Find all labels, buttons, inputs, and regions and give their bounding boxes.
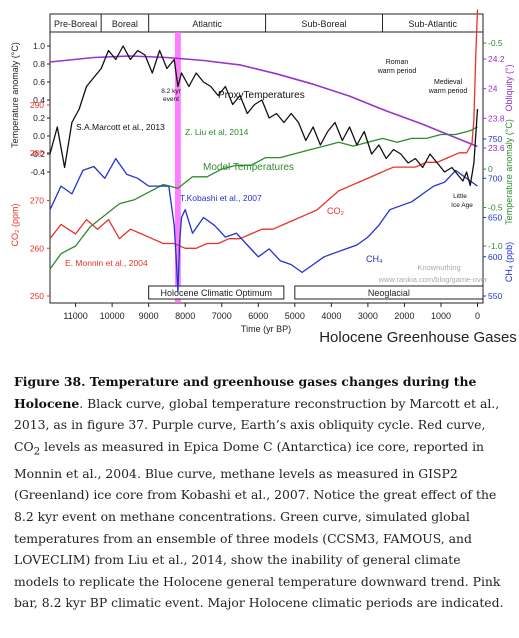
temp-tick-label: -0.2 [30, 149, 45, 159]
series-line-proxytemperatures [49, 45, 479, 187]
temp-tick-label: 0.0 [33, 131, 45, 141]
annotation-text: www.rankia.com/blog/game-over [378, 275, 488, 284]
label-kobashi: T.Kobashi et al., 2007 [180, 193, 262, 203]
co2-axis-label: CO₂ (ppm) [10, 204, 20, 247]
label-proxy-temperatures: ProxyTemperatures [218, 90, 305, 101]
caption-body-2: levels as measured in Epica Dome C (Anta… [14, 438, 504, 611]
x-tick-label: 2000 [394, 311, 414, 321]
figure-caption: Figure 38. Temperature and greenhouse ga… [14, 371, 508, 614]
x-tick-label: 9000 [139, 311, 159, 321]
label-model-temperatures: Model Temperatures [203, 162, 294, 173]
ch4-tick-label: 700 [488, 173, 502, 183]
ch4-tick-label: 550 [488, 291, 502, 301]
co2-tick-label: 250 [30, 291, 44, 301]
annotation-text: 8.2 kyr [161, 88, 181, 95]
obliquity-tick-label: 23.8 [488, 113, 505, 123]
obliquity-tick-label: 23.6 [488, 143, 505, 153]
x-tick-label: 5000 [285, 311, 305, 321]
annotation-text: Little [453, 193, 467, 200]
series-line-model-temperatures [49, 126, 478, 270]
x-tick-label: 6000 [248, 311, 268, 321]
caption-title: Figure 38. Temperature and greenhouse ga… [14, 374, 477, 411]
temp-axis-label: Temperature anomaly (°C) [10, 42, 20, 148]
series-line-ch [49, 157, 478, 293]
obliquity-tick-label: 24 [488, 84, 498, 94]
chart-title: Holocene Greenhouse Gases [319, 329, 517, 346]
x-tick-label: 4000 [321, 311, 341, 321]
event-band [174, 32, 181, 303]
annotation-text: Ice Age [451, 202, 473, 209]
annotation-text: Knownuthing [417, 263, 460, 272]
ch4-tick-label: 600 [488, 252, 502, 262]
label-co2: CO₂ [327, 206, 345, 216]
temp-tick-label: -0.4 [30, 167, 45, 177]
period-label: Sub-Boreal [302, 19, 347, 29]
caption-body-1: . Black curve, global temperature recons… [14, 395, 500, 454]
period-label: Sub-Atlantic [408, 19, 457, 29]
climatic-period-label: Holocene Climatic Optimum [160, 288, 272, 298]
ch4-tick-label: 750 [488, 134, 502, 144]
x-tick-label: 0 [475, 311, 480, 321]
co2-tick-label: 290 [30, 100, 44, 110]
series-line-obliquity [49, 55, 478, 148]
caption-co2-subscript: 2 [33, 445, 41, 458]
x-tick-label: 8000 [175, 311, 195, 321]
label-liu: Z. Liu et al, 2014 [185, 127, 249, 137]
temp-tick-label: 0.2 [33, 113, 45, 123]
climatic-period-bar [294, 285, 484, 300]
obliquity-tick-label: 24.2 [488, 54, 505, 64]
plot-frame [49, 31, 484, 304]
period-label: Boreal [112, 19, 138, 29]
x-tick-label: 10000 [100, 311, 125, 321]
period-label: Pre-Boreal [54, 19, 97, 29]
ch4-axis-label: CH₄ (ppb) [504, 242, 514, 282]
annotation-text: event [163, 96, 179, 103]
co2-tick-label: 280 [30, 148, 44, 158]
co2-tick-label: 270 [30, 196, 44, 206]
label-marcott: S.A.Marcott et al., 2013 [76, 122, 165, 132]
x-axis-label: Time (yr BP) [241, 324, 291, 334]
model-temp-tick-label: -1.0 [488, 241, 503, 251]
climatic-period-bar [148, 285, 285, 300]
temp-tick-label: 1.0 [33, 41, 45, 51]
temp-tick-label: 0.4 [33, 95, 45, 105]
x-tick-label: 7000 [212, 311, 232, 321]
label-ch4: CH₄ [366, 254, 383, 264]
climatic-period-label: Neoglacial [368, 288, 410, 298]
annotation-text: Medieval [434, 79, 462, 86]
model-temp-axis-label: Temperature anomaly (°C) [504, 119, 514, 225]
temp-tick-label: 0.6 [33, 77, 45, 87]
period-label: Atlantic [192, 19, 222, 29]
annotation-text: warm period [428, 88, 468, 95]
x-tick-label: 3000 [358, 311, 378, 321]
model-temp-tick-label: -0.5 [488, 203, 503, 213]
x-tick-label: 11000 [63, 311, 87, 321]
annotation-text: Roman [386, 59, 409, 66]
temp-tick-label: 0.8 [33, 59, 45, 69]
obliquity-axis-label: Obliquity (°) [504, 64, 514, 111]
annotation-text: warm period [377, 68, 417, 75]
ch4-tick-label: 650 [488, 213, 502, 223]
x-tick-label: 1000 [431, 311, 451, 321]
model-temp-tick-label: -0.5 [488, 38, 503, 48]
model-temp-tick-label: 0 [488, 164, 493, 174]
holocene-chart: Pre-Boreal Boreal Atlantic Sub-Boreal Sub-At… [10, 9, 517, 346]
label-monnin: E. Monnin et al., 2004 [65, 258, 148, 268]
co2-tick-label: 260 [30, 243, 44, 253]
